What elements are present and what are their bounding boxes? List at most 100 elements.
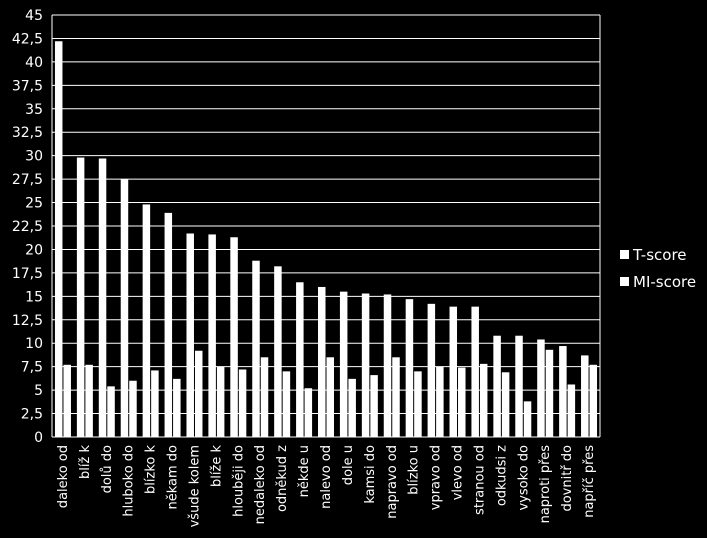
bar-t-score	[515, 335, 523, 437]
y-tick-label: 42,5	[12, 31, 43, 47]
x-category-label: nedaleko od	[253, 445, 268, 524]
x-category-label: dole u	[341, 445, 356, 485]
bar-t-score	[274, 266, 282, 437]
bar-mi-score	[63, 364, 71, 437]
x-category-label: vpravo od	[429, 445, 444, 510]
legend: T-score MI-score	[620, 246, 696, 291]
x-category-label: odněkud z	[275, 445, 290, 512]
bar-t-score	[164, 212, 173, 437]
x-category-label: dovnitř do	[560, 445, 575, 512]
bar-t-score	[186, 233, 194, 437]
bar-t-score	[98, 158, 107, 438]
bar-mi-score	[523, 401, 532, 437]
bar-t-score	[339, 291, 348, 437]
y-tick-label: 27,5	[12, 172, 43, 188]
bar-mi-score	[479, 363, 488, 437]
y-axis-tick-labels: 0 2,5 5 7,5 10 12,5 15 17,5 20 22,5 25 27,5 30 32,5 35…	[12, 8, 43, 446]
y-tick-label: 22,5	[12, 219, 43, 235]
x-category-label: napříč přes	[582, 445, 597, 518]
x-axis-category-labels: daleko od blíž k dolů do hluboko do blízko k…	[56, 445, 597, 528]
bar-mi-score	[282, 371, 291, 437]
y-tick-label: 12,5	[12, 313, 43, 329]
y-tick-label: 15	[25, 289, 43, 305]
x-category-label: naproti přes	[538, 445, 553, 524]
x-category-label: blíže k	[209, 445, 224, 487]
bar-t-score	[54, 41, 63, 437]
y-tick-label: 2,5	[21, 407, 43, 423]
x-category-label: vysoko do	[516, 445, 531, 511]
bar-mi-score	[326, 357, 334, 437]
y-tick-label: 45	[25, 8, 43, 24]
x-category-label: napravo od	[385, 445, 400, 519]
legend-swatch-mi-score	[620, 277, 629, 286]
bar-mi-score	[370, 375, 378, 437]
bar-mi-score	[238, 369, 247, 437]
bar-t-score	[581, 355, 589, 437]
bar-t-score	[493, 335, 501, 437]
y-tick-label: 35	[25, 102, 43, 118]
y-tick-label: 0	[34, 430, 43, 446]
x-category-label: daleko od	[56, 445, 71, 508]
bar-t-score	[76, 157, 85, 437]
bar-mi-score	[436, 366, 444, 437]
legend-label-t-score: T-score	[632, 246, 687, 264]
bar-t-score	[252, 260, 260, 437]
legend-swatch-t-score	[620, 250, 629, 259]
y-tick-label: 17,5	[12, 266, 43, 282]
x-category-label: hluboko do	[122, 445, 137, 517]
bar-t-score	[296, 282, 304, 437]
x-category-label: odkudsi z	[494, 445, 509, 506]
x-category-label: hlouběji do	[231, 445, 246, 517]
x-category-label: kamsi do	[363, 445, 378, 504]
y-tick-label: 40	[25, 55, 43, 71]
bar-mi-score	[129, 380, 137, 437]
bar-t-score	[230, 237, 238, 437]
legend-label-mi-score: MI-score	[633, 273, 696, 291]
bar-mi-score	[545, 349, 554, 437]
bar-mi-score	[567, 384, 576, 437]
bar-mi-score	[501, 372, 510, 437]
bar-t-score	[559, 346, 567, 437]
bar-mi-score	[414, 371, 422, 437]
bar-t-score	[537, 339, 545, 437]
bar-t-score	[120, 179, 129, 437]
bar-t-score	[449, 306, 458, 437]
bar-t-score	[142, 204, 151, 437]
y-tick-label: 25	[25, 196, 43, 212]
y-tick-label: 5	[34, 383, 43, 399]
bar-t-score	[208, 234, 216, 437]
x-category-label: někam do	[166, 445, 181, 510]
x-category-label: vlevo od	[451, 445, 466, 500]
bar-t-score	[471, 306, 479, 437]
bar-t-score	[405, 299, 414, 437]
bar-mi-score	[173, 378, 181, 437]
y-tick-label: 32,5	[12, 125, 43, 141]
bar-mi-score	[194, 350, 203, 437]
bar-mi-score	[304, 388, 313, 437]
bar-mi-score	[392, 357, 400, 437]
x-category-label: stranou od	[472, 445, 487, 515]
y-tick-label: 20	[25, 242, 43, 258]
bar-mi-score	[348, 378, 356, 437]
y-tick-label: 10	[25, 336, 43, 352]
bar-t-score	[427, 303, 436, 437]
x-category-label: všude kolem	[187, 445, 202, 527]
y-tick-label: 30	[25, 149, 43, 165]
bar-mi-score	[85, 364, 93, 437]
y-tick-label: 7,5	[21, 360, 43, 376]
bar-mi-score	[151, 370, 159, 437]
bar-mi-score	[107, 386, 115, 437]
bar-mi-score	[260, 357, 269, 437]
y-tick-label: 37,5	[12, 78, 43, 94]
bar-t-score	[318, 286, 326, 437]
bar-t-score	[383, 294, 392, 437]
bar-mi-score	[216, 366, 225, 437]
x-category-label: blízko k	[144, 445, 159, 494]
x-category-label: blízko u	[407, 445, 422, 495]
x-category-label: někde u	[297, 445, 312, 497]
x-category-label: blíž k	[78, 445, 93, 479]
bar-t-score	[361, 293, 370, 437]
x-category-label: dolů do	[100, 445, 115, 493]
bar-mi-score	[589, 364, 598, 437]
